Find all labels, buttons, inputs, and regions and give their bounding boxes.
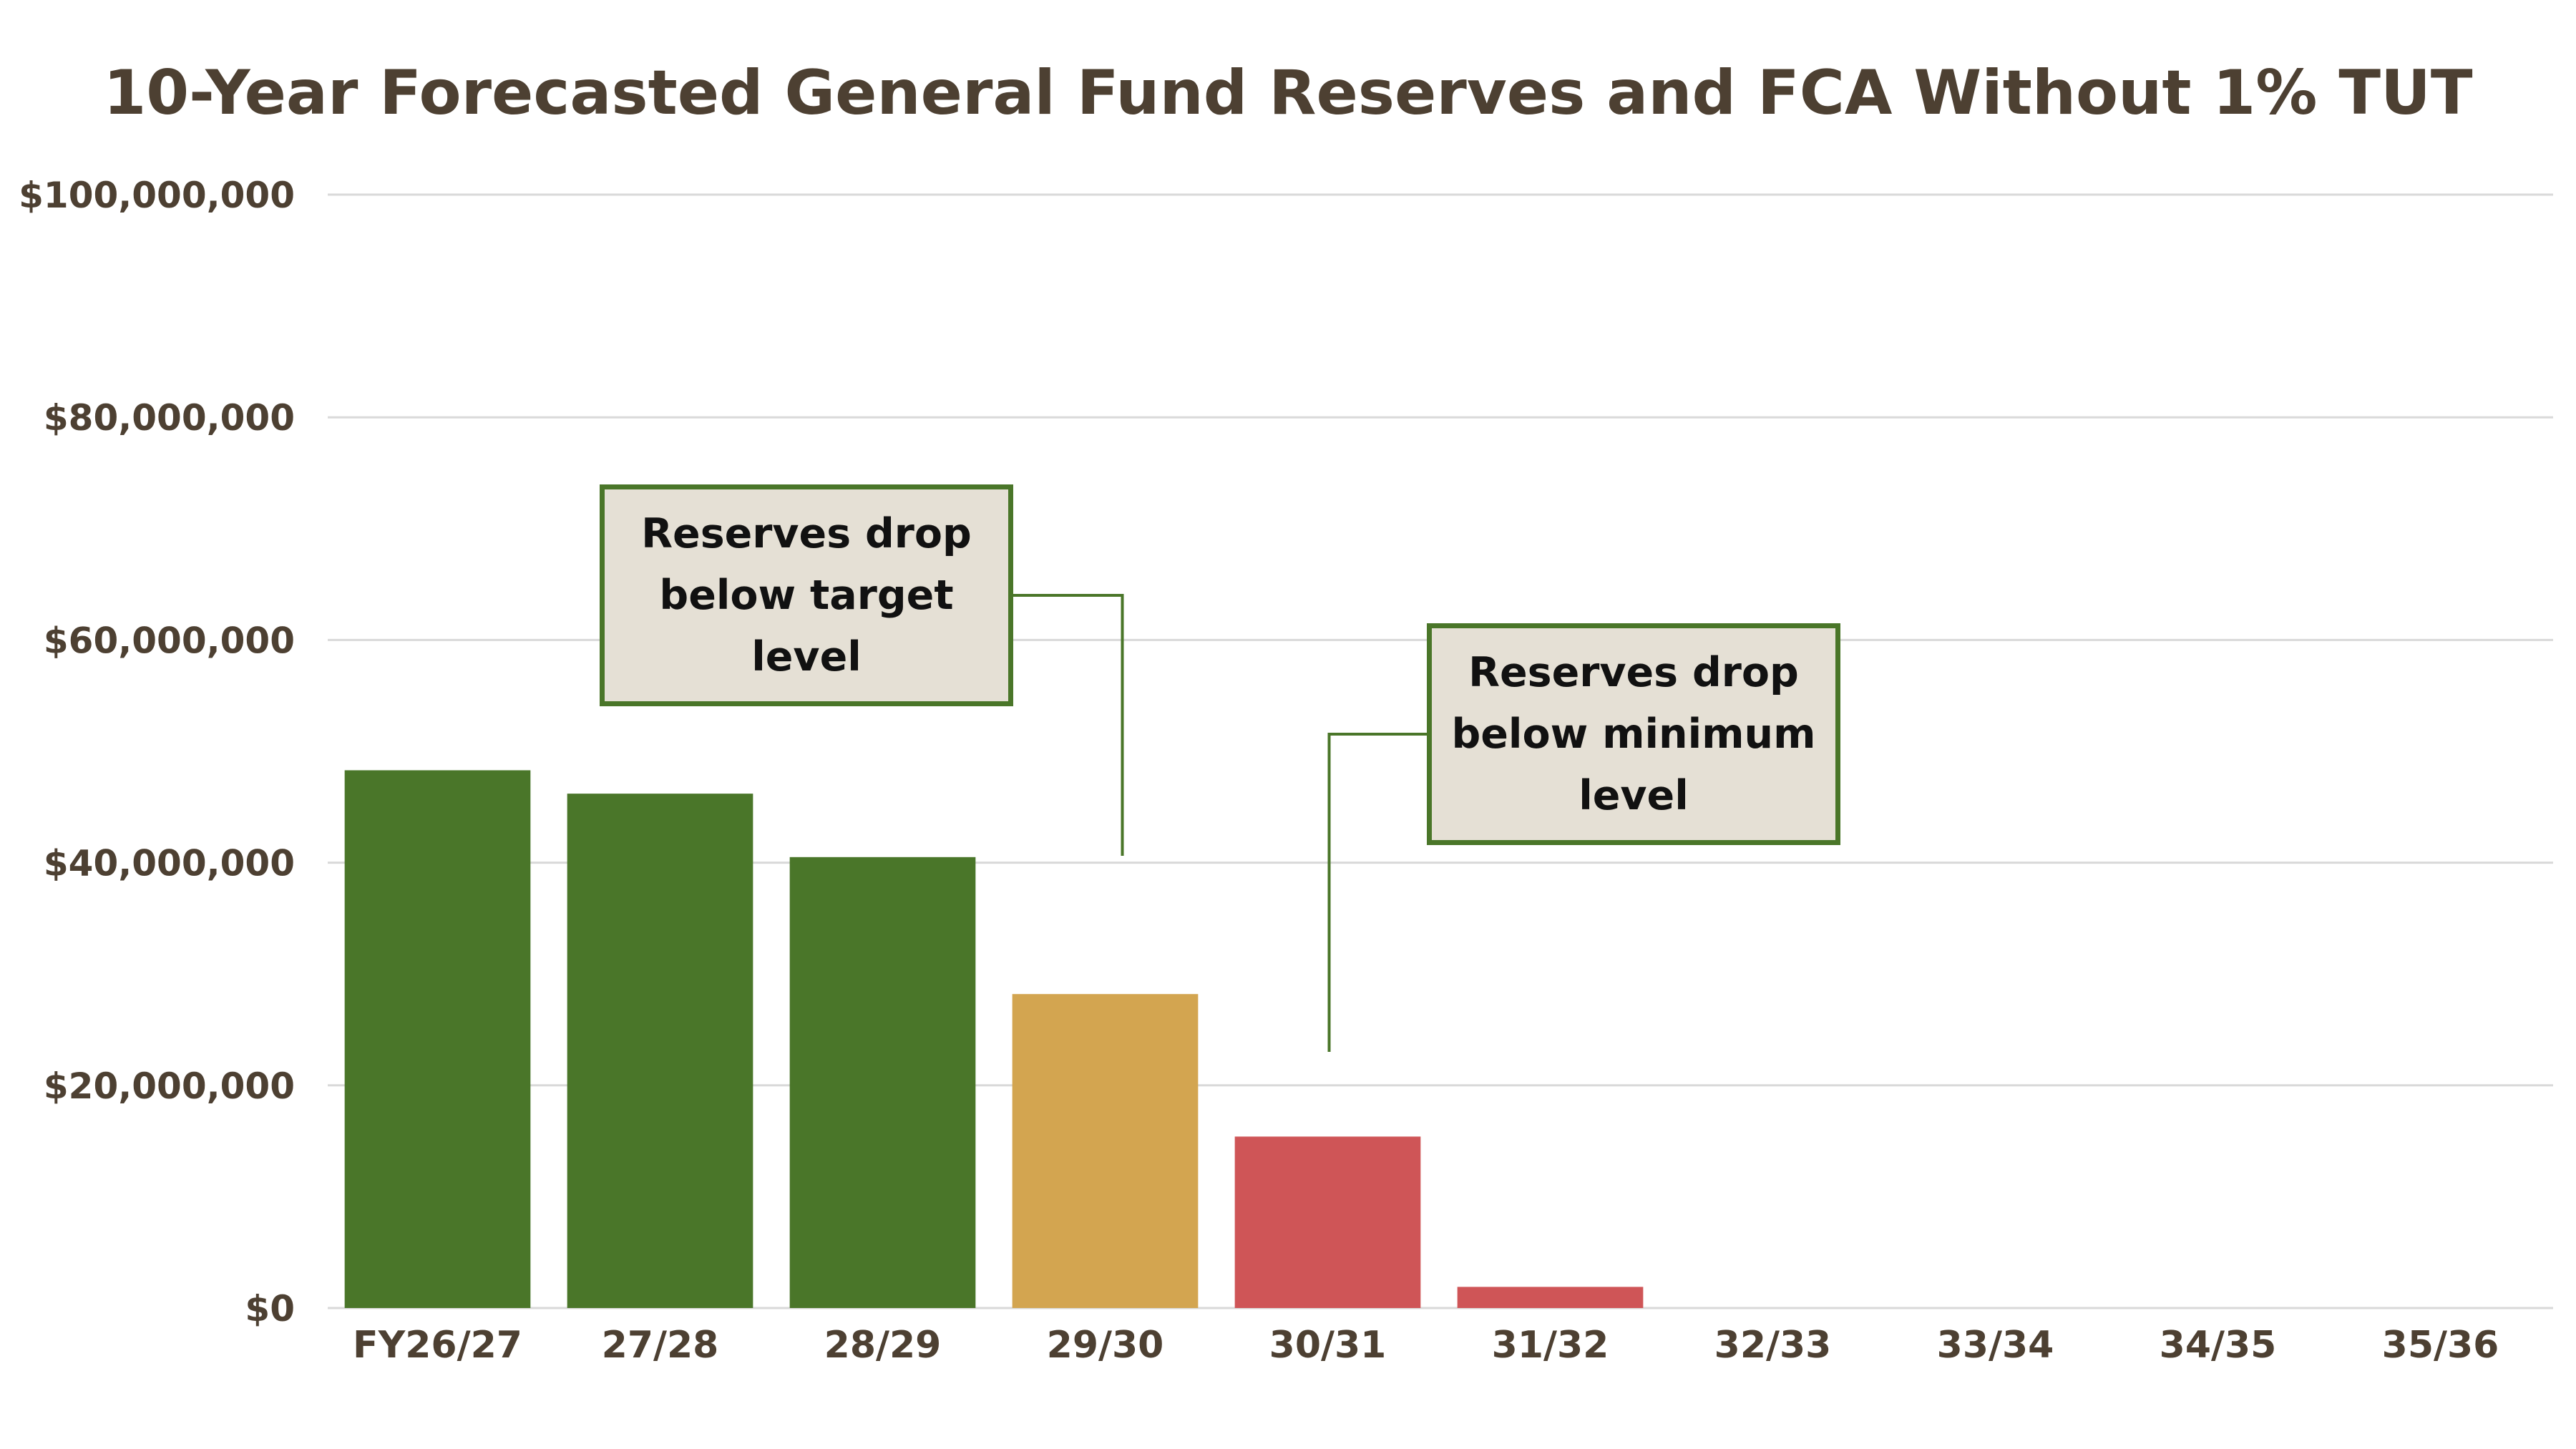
y-tick-label: $20,000,000: [44, 1065, 295, 1107]
bar-31-32: [1457, 1287, 1644, 1308]
x-tick-label: 35/36: [2382, 1324, 2499, 1367]
bar-28-29: [789, 857, 976, 1308]
x-axis-tick-labels: FY26/27 27/28 28/29 29/30 30/31 31/32 32/33 33/…: [353, 1324, 2499, 1367]
bar-27-28: [567, 794, 753, 1308]
x-tick-label: 32/33: [1714, 1324, 1832, 1367]
x-tick-label: 33/34: [1937, 1324, 2054, 1367]
x-tick-label: FY26/27: [353, 1324, 522, 1367]
y-tick-label: $80,000,000: [44, 397, 295, 439]
chart-title: 10-Year Forecasted General Fund Reserves…: [103, 57, 2473, 129]
bar-30-31: [1234, 1136, 1421, 1308]
bar-29-30: [1012, 994, 1199, 1308]
callout-connectors: [1013, 594, 1427, 1052]
x-tick-label: 28/29: [824, 1324, 942, 1367]
y-tick-label: $0: [245, 1288, 295, 1330]
callout-target-level-text: Reserves drop below target level: [641, 510, 972, 680]
y-tick-label: $40,000,000: [44, 843, 295, 884]
callout-target-level: Reserves drop below target level: [600, 484, 1013, 706]
x-tick-label: 27/28: [602, 1324, 719, 1367]
y-tick-label: $100,000,000: [19, 175, 295, 216]
callout-minimum-level: Reserves drop below minimum level: [1427, 623, 1840, 845]
connector-minimum: [1327, 733, 1427, 1052]
x-tick-label: 31/32: [1492, 1324, 1609, 1367]
x-tick-label: 34/35: [2160, 1324, 2277, 1367]
bar-fy26-27: [344, 770, 531, 1308]
connector-target: [1013, 594, 1124, 856]
y-axis-tick-labels: $0 $20,000,000 $40,000,000 $60,000,000 $80,0…: [19, 175, 295, 1330]
y-tick-label: $60,000,000: [44, 620, 295, 661]
x-tick-label: 29/30: [1047, 1324, 1164, 1367]
callout-minimum-level-text: Reserves drop below minimum level: [1451, 649, 1816, 819]
x-tick-label: 30/31: [1269, 1324, 1387, 1367]
bars: [344, 770, 1644, 1308]
